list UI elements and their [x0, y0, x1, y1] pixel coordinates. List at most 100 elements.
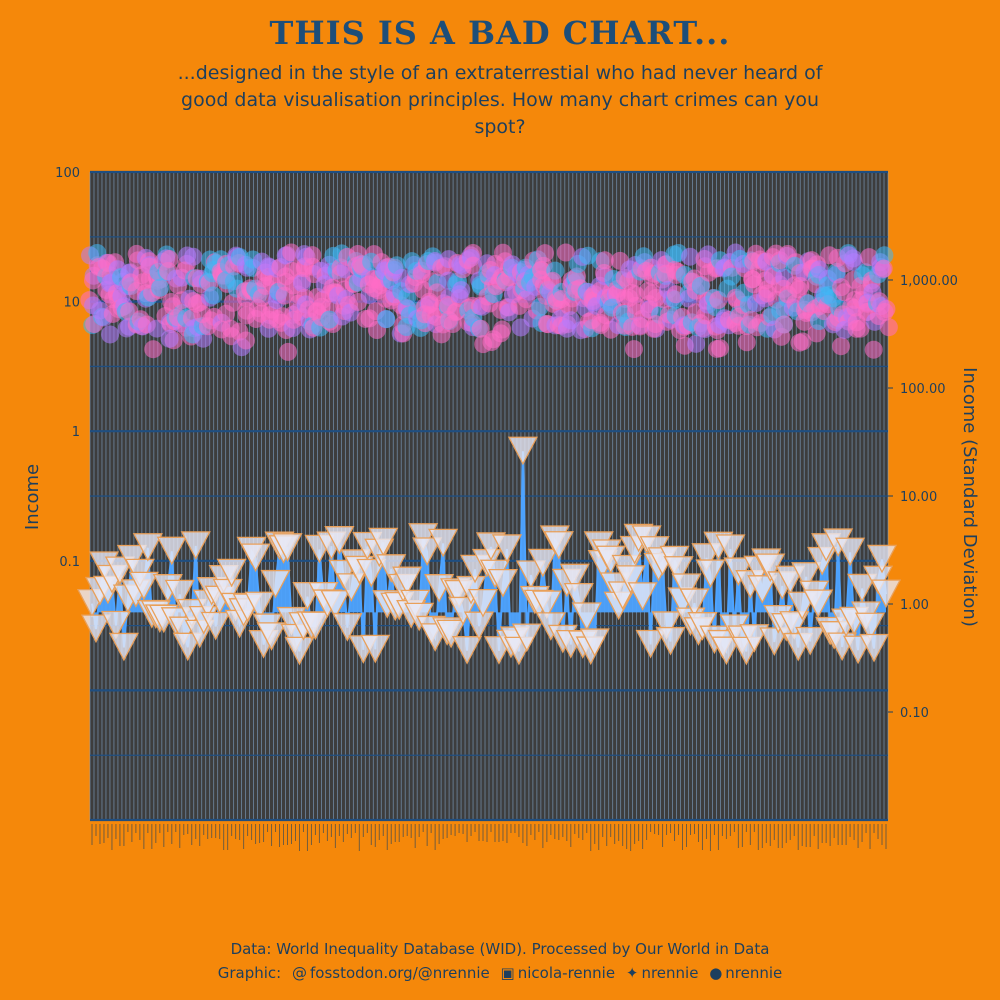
income-point: [464, 256, 483, 275]
income-point: [791, 276, 810, 295]
std-triangle: [543, 531, 574, 560]
std-triangle: [711, 636, 742, 666]
std-triangle: [100, 610, 132, 640]
income-point: [236, 331, 255, 350]
std-triangle: [451, 636, 483, 665]
income-point: [774, 315, 793, 334]
std-triangle: [507, 436, 538, 466]
income-point: [681, 247, 700, 266]
income-point: [144, 340, 163, 359]
graphic-prefix: Graphic:: [217, 964, 282, 982]
income-point: [711, 339, 730, 358]
income-point: [452, 281, 471, 300]
std-triangle: [156, 536, 187, 566]
income-point: [722, 267, 741, 286]
chart-title: THIS IS A BAD CHART...: [269, 14, 731, 52]
std-triangle: [695, 559, 726, 589]
y-tick-label-right: 0.10: [900, 706, 929, 721]
income-point: [556, 243, 575, 262]
std-triangle: [260, 569, 291, 599]
std-triangle: [360, 634, 391, 664]
income-point: [160, 250, 179, 269]
bluesky-icon: ✦: [625, 964, 639, 982]
std-triangle: [436, 619, 467, 649]
std-triangle: [164, 579, 195, 609]
income-point: [151, 278, 170, 297]
y-tick-label-right: 1.00: [900, 598, 929, 613]
income-point: [844, 253, 863, 272]
income-point: [184, 247, 203, 266]
std-triangle: [747, 575, 778, 604]
std-triangle: [858, 633, 890, 663]
github-icon: ●: [709, 964, 723, 982]
std-triangle: [216, 558, 247, 588]
std-triangle: [671, 573, 702, 602]
y-tick-label-left: 1: [72, 425, 80, 440]
std-triangle: [739, 624, 770, 653]
std-triangle: [803, 589, 834, 619]
income-point: [624, 340, 643, 359]
std-triangle: [487, 568, 519, 598]
income-point: [691, 276, 710, 295]
std-triangle: [715, 534, 746, 563]
github-link[interactable]: nrennie: [725, 964, 783, 982]
std-triangle: [663, 556, 694, 585]
std-triangle: [527, 548, 558, 578]
std-triangle: [655, 626, 686, 656]
income-point: [874, 259, 893, 278]
std-triangle: [356, 558, 387, 588]
income-point: [282, 243, 301, 262]
std-triangle: [866, 544, 898, 574]
income-point: [864, 340, 883, 359]
std-triangle: [200, 611, 231, 641]
std-triangle: [635, 629, 666, 659]
income-point: [101, 325, 120, 344]
std-triangle: [571, 602, 602, 632]
std-triangle: [324, 526, 355, 555]
income-point: [687, 334, 706, 353]
std-triangle: [128, 571, 159, 601]
std-triangle: [615, 565, 646, 594]
std-triangle: [846, 573, 878, 603]
income-point: [536, 244, 555, 263]
income-point: [832, 337, 851, 356]
income-point: [877, 300, 896, 319]
std-triangle: [679, 588, 710, 618]
std-triangle: [332, 613, 363, 642]
std-triangle: [531, 590, 562, 620]
std-triangle: [651, 611, 682, 640]
std-triangle: [627, 582, 658, 611]
std-triangle: [467, 588, 499, 618]
linkedin-link[interactable]: nicola-rennie: [517, 964, 616, 982]
std-triangle: [284, 636, 315, 666]
std-triangle: [368, 527, 399, 557]
income-point: [493, 320, 512, 339]
source-caption: Data: World Inequality Database (WID). P…: [230, 940, 770, 958]
std-triangle: [835, 537, 866, 567]
std-triangle: [412, 537, 443, 566]
income-point: [160, 329, 179, 348]
std-triangle: [491, 534, 523, 563]
income-point: [204, 286, 223, 305]
std-triangle: [320, 590, 351, 619]
linkedin-icon: ▣: [500, 964, 515, 982]
y-tick-label-left: 10: [63, 296, 80, 311]
std-triangle: [272, 533, 303, 562]
std-triangle: [244, 591, 275, 621]
mastodon-link[interactable]: fosstodon.org/@nrennie: [309, 964, 490, 982]
y-tick-label-right: 10.00: [900, 490, 937, 505]
std-triangle: [132, 533, 163, 562]
income-point: [595, 251, 614, 270]
std-triangle: [511, 623, 542, 653]
income-point: [879, 318, 898, 337]
std-triangle: [559, 563, 590, 593]
std-triangle: [428, 528, 459, 558]
std-triangle: [80, 614, 112, 644]
std-triangle: [791, 562, 822, 591]
std-triangle: [180, 531, 211, 560]
bluesky-link[interactable]: nrennie: [641, 964, 699, 982]
income-point: [377, 310, 396, 329]
std-triangle: [447, 596, 479, 626]
mastodon-icon: @: [291, 964, 307, 982]
